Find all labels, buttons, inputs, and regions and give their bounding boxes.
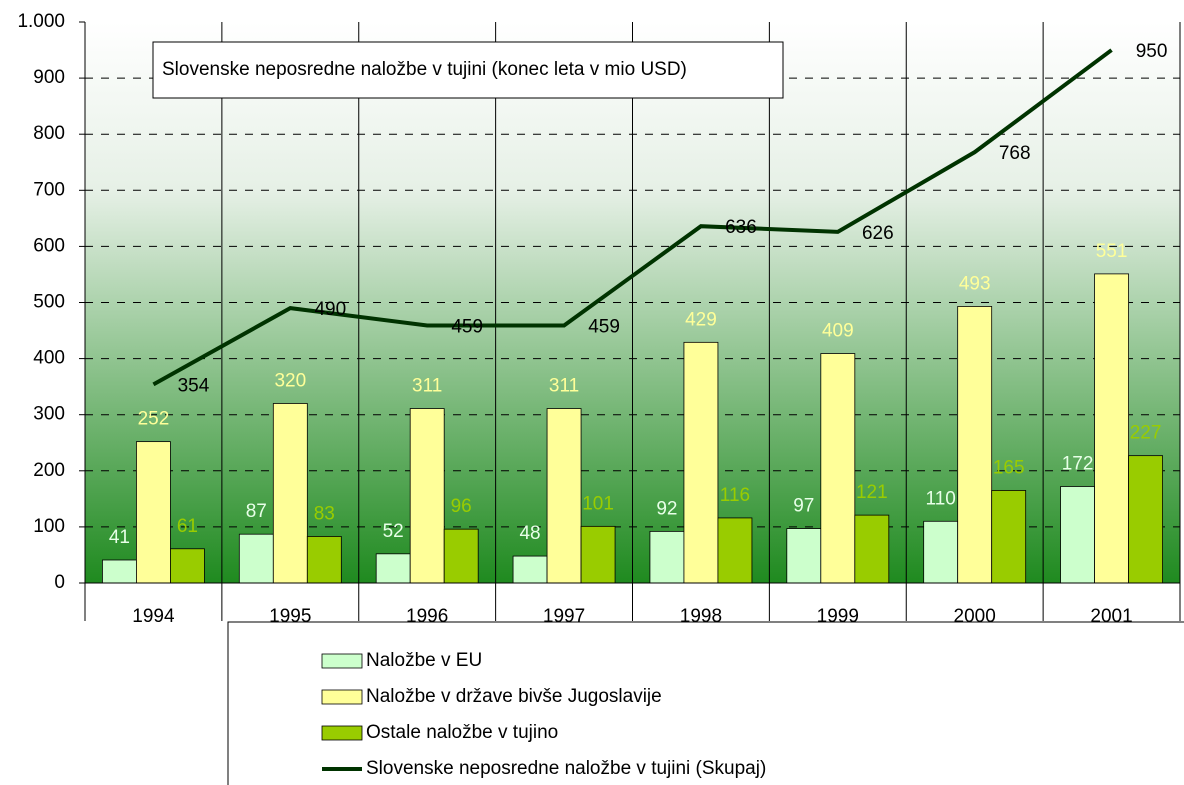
x-tick-label: 1998 (680, 606, 722, 627)
data-label: 459 (588, 317, 620, 338)
data-label: 626 (862, 223, 894, 244)
legend-label: Ostale naložbe v tujino (366, 722, 558, 743)
legend-label: Slovenske neposredne naložbe v tujini (S… (366, 758, 766, 779)
data-label: 52 (383, 521, 404, 542)
legend-label: Naložbe v EU (366, 650, 482, 671)
data-label: 101 (582, 493, 614, 514)
data-label: 48 (519, 523, 540, 544)
data-label: 311 (412, 376, 442, 397)
bar (1128, 455, 1163, 584)
y-tick-label: 200 (33, 460, 65, 481)
bar (272, 403, 308, 584)
data-label: 493 (959, 273, 991, 294)
title-box (152, 41, 784, 99)
data-label: 97 (793, 496, 814, 517)
y-tick-label: 100 (33, 516, 65, 537)
data-label: 116 (720, 485, 750, 506)
legend-box (227, 621, 1184, 785)
data-label: 110 (926, 488, 956, 509)
data-label: 61 (177, 516, 198, 537)
y-tick-label: 800 (33, 123, 65, 144)
legend-swatch (321, 653, 363, 669)
data-label: 121 (856, 482, 888, 503)
bar (546, 408, 582, 584)
y-tick-label: 900 (33, 67, 65, 88)
bar (786, 528, 822, 584)
data-label: 950 (1136, 41, 1168, 62)
bar (1060, 486, 1095, 584)
y-tick-label: 500 (33, 292, 65, 313)
y-tick-label: 700 (33, 179, 65, 200)
y-tick-label: 400 (33, 348, 65, 369)
legend-swatch (321, 689, 363, 705)
bar (683, 341, 719, 584)
data-label: 227 (1130, 423, 1162, 444)
data-label: 354 (178, 375, 210, 396)
y-tick-label: 1.000 (17, 11, 65, 32)
data-label: 768 (999, 143, 1031, 164)
line (152, 48, 1113, 387)
bar (923, 520, 959, 584)
bar (1094, 273, 1129, 584)
bar (102, 559, 137, 584)
bar (820, 353, 856, 584)
bar (170, 548, 205, 584)
bar (957, 306, 993, 584)
data-label: 459 (451, 317, 483, 338)
data-label: 636 (725, 217, 757, 238)
data-label: 172 (1062, 454, 1094, 475)
bar (375, 553, 411, 584)
data-label: 429 (685, 309, 717, 330)
data-label: 41 (109, 527, 130, 548)
bar (512, 555, 548, 584)
data-label: 83 (314, 503, 335, 524)
bar (409, 408, 445, 584)
bar (717, 517, 753, 584)
chart-title: Slovenske neposredne naložbe v tujini (k… (162, 59, 687, 80)
bar (991, 490, 1027, 584)
data-label: 320 (274, 370, 306, 391)
x-tick-label: 1995 (269, 606, 311, 627)
data-label: 92 (656, 498, 677, 519)
bar (443, 528, 479, 584)
data-label: 490 (314, 299, 346, 320)
data-label: 252 (138, 409, 170, 430)
data-label: 409 (822, 321, 854, 342)
bar (238, 533, 274, 584)
data-label: 165 (993, 457, 1025, 478)
y-tick-label: 600 (33, 235, 65, 256)
legend-swatch (321, 725, 363, 741)
x-tick-label: 2000 (954, 606, 996, 627)
y-tick-label: 300 (33, 404, 65, 425)
x-tick-label: 1996 (406, 606, 448, 627)
x-tick-label: 2001 (1090, 606, 1132, 627)
x-tick-label: 1999 (817, 606, 859, 627)
data-label: 551 (1096, 241, 1128, 262)
data-label: 96 (451, 496, 472, 517)
y-tick-label: 0 (54, 572, 65, 593)
x-tick-label: 1994 (132, 606, 175, 627)
bar (306, 536, 342, 584)
bar (136, 441, 171, 584)
data-label: 87 (246, 501, 267, 522)
bar (854, 514, 890, 584)
x-tick-label: 1997 (543, 606, 585, 627)
data-label: 311 (549, 376, 579, 397)
legend-label: Naložbe v države bivše Jugoslavije (366, 686, 662, 707)
bar (580, 525, 616, 584)
bar (649, 530, 685, 584)
